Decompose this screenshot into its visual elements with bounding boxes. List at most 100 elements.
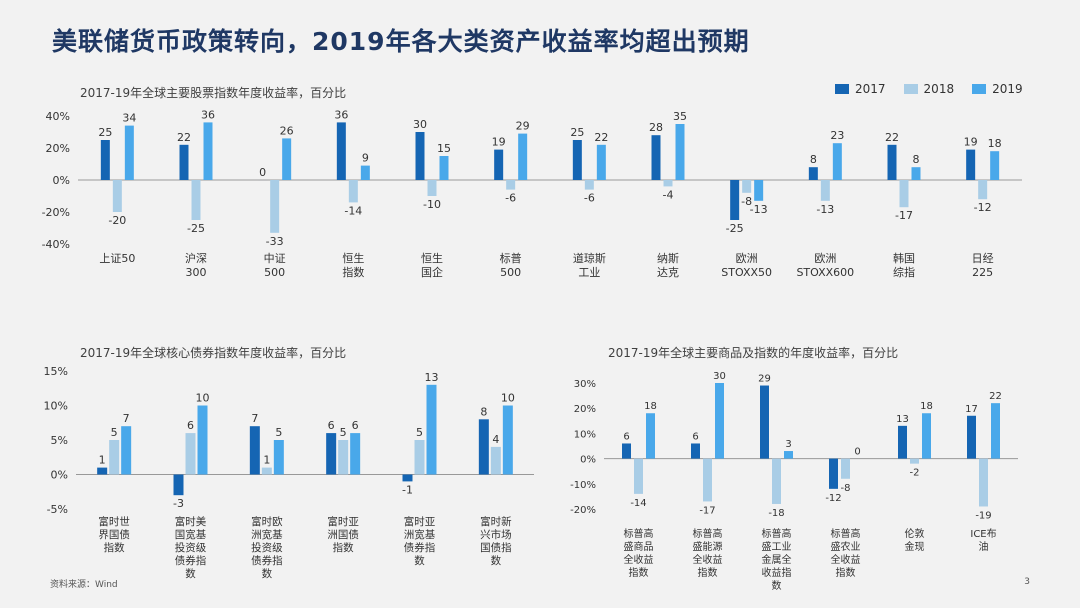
equity-category-label: 日经 225: [972, 252, 994, 279]
equity-bar-2017: [966, 149, 976, 180]
commodity-value-label: -14: [630, 498, 646, 509]
commodity-value-label: -2: [910, 468, 920, 479]
commodity-bar-2019: [715, 383, 724, 459]
equity-bar-2017: [887, 144, 897, 180]
commodity-category-label: 标普高盛商品全收益指数: [624, 527, 654, 579]
bond-value-label: 5: [340, 426, 347, 439]
equity-bar-2017: [808, 167, 818, 180]
bond-value-label: 1: [99, 454, 106, 467]
equity-bar-2017: [179, 144, 189, 180]
equity-bar-2018: [191, 180, 201, 220]
equity-value-label: 22: [594, 131, 608, 144]
commodity-bar-2017: [760, 385, 769, 459]
legend-label-2019: 2019: [992, 82, 1023, 96]
bond-category-label: 富时欧洲宽基投资级债券指数: [251, 515, 283, 580]
bond-chart-title: 2017-19年全球核心债券指数年度收益率，百分比: [80, 346, 347, 360]
bond-bar-2017: [173, 474, 184, 496]
equity-value-label: 19: [492, 136, 506, 149]
commodity-bar-2018: [841, 458, 850, 479]
bond-category-label: 富时新兴市场国债指数: [480, 515, 512, 567]
commodity-value-label: -8: [841, 483, 851, 494]
equity-bar-2017: [336, 122, 346, 180]
bond-bar-2017: [249, 426, 260, 475]
bond-value-label: 7: [123, 412, 130, 425]
equity-value-label: -12: [974, 201, 992, 214]
equity-category-label: 韩国综指: [893, 251, 915, 279]
equity-value-label: -25: [726, 222, 744, 235]
equity-bar-2019: [203, 122, 213, 180]
equity-value-label: 19: [964, 136, 978, 149]
legend-label-2018: 2018: [923, 82, 955, 96]
equity-value-label: 8: [913, 153, 920, 166]
commodity-bar-2017: [967, 415, 976, 459]
equity-value-label: 29: [516, 120, 530, 133]
equity-value-label: -4: [663, 188, 674, 201]
equity-value-label: -33: [266, 235, 284, 248]
bond-value-label: 1: [263, 454, 270, 467]
equity-value-label: -13: [750, 203, 768, 216]
equity-bar-2019: [124, 125, 134, 180]
commodity-value-label: -19: [975, 510, 991, 521]
equity-value-label: 26: [280, 124, 294, 137]
commodity-ytick-label: 10%: [574, 429, 596, 440]
bond-value-label: 5: [416, 426, 423, 439]
bond-bar-2017: [326, 433, 337, 475]
legend-swatch-2019: [972, 84, 987, 94]
bond-bar-2018: [109, 440, 120, 475]
equity-ytick-label: 20%: [46, 142, 70, 155]
equity-value-label: 34: [122, 112, 136, 125]
bond-value-label: 6: [187, 419, 194, 432]
equity-bar-2018: [742, 180, 752, 193]
legend-swatch-2018: [903, 84, 918, 94]
commodity-bar-2018: [634, 458, 643, 494]
commodity-ytick-label: 0%: [580, 455, 596, 466]
equity-bar-2019: [754, 180, 764, 201]
bond-bar-2019: [502, 405, 513, 475]
commodity-bar-2019: [784, 451, 793, 459]
bond-value-label: 10: [501, 392, 515, 405]
page-title: 美联储货币政策转向，2019年各大类资产收益率均超出预期: [52, 27, 750, 56]
equity-bar-2019: [832, 143, 842, 180]
bond-ytick-label: -5%: [47, 503, 68, 516]
equity-value-label: 18: [988, 137, 1002, 150]
legend: 2017 2018 2019: [835, 82, 1023, 96]
bond-value-label: 10: [196, 392, 210, 405]
equity-value-label: 22: [885, 131, 899, 144]
commodity-value-label: 6: [692, 431, 698, 442]
commodity-category-label: 标普高盛能源全收益指数: [693, 527, 723, 579]
bond-ytick-label: 10%: [44, 400, 68, 413]
equity-value-label: 30: [413, 118, 427, 131]
bond-bar-2018: [490, 446, 501, 475]
commodity-value-label: 18: [644, 401, 657, 412]
equity-bar-2017: [100, 140, 110, 180]
bond-bar-2018: [185, 433, 196, 475]
bond-bar-2017: [402, 474, 413, 482]
commodity-ytick-label: 30%: [574, 379, 596, 390]
commodity-category-label: 标普高盛工业金属全收益指数: [762, 527, 792, 592]
bond-bar-2019: [197, 405, 208, 475]
equity-value-label: 15: [437, 142, 451, 155]
equity-value-label: 28: [649, 121, 663, 134]
bond-bar-2017: [478, 419, 489, 475]
bond-value-label: 5: [111, 426, 118, 439]
equity-category-label: 上证50: [99, 252, 135, 265]
legend-item-2018: 2018: [903, 82, 955, 96]
equity-bar-2018: [663, 180, 673, 187]
bond-bar-2019: [350, 433, 361, 475]
equity-bar-2018: [270, 180, 280, 233]
equity-value-label: 23: [830, 129, 844, 142]
commodity-value-label: -12: [825, 493, 841, 504]
equity-value-label: -10: [423, 198, 441, 211]
bond-bar-2018: [414, 440, 425, 475]
commodity-bar-2018: [703, 458, 712, 502]
equity-chart-title: 2017-19年全球主要股票指数年度收益率，百分比: [80, 86, 347, 100]
commodity-bar-2018: [772, 458, 781, 504]
commodity-bar-2017: [898, 425, 907, 459]
commodity-value-label: 22: [989, 391, 1002, 402]
bond-bar-2018: [261, 467, 272, 475]
commodity-bar-2019: [991, 403, 1000, 459]
equity-bar-2019: [360, 165, 370, 180]
commodity-bar-2019: [922, 413, 931, 459]
equity-category-label: 恒生指数: [342, 251, 364, 279]
